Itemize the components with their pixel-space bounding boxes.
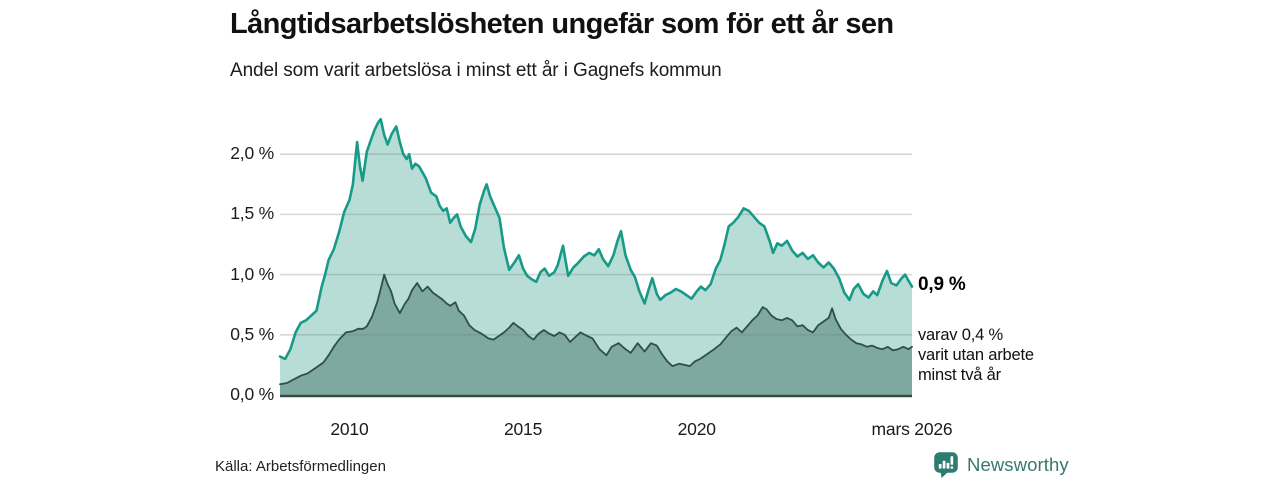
y-axis-tick-label: 2,0 %: [230, 143, 274, 164]
chart-subtitle: Andel som varit arbetslösa i minst ett å…: [230, 60, 722, 81]
newsworthy-logo-text: Newsworthy: [967, 454, 1069, 475]
latest-value-annotation: 0,9 %: [918, 274, 966, 295]
newsworthy-logo-icon: [934, 452, 958, 478]
page-title: Långtidsarbetslösheten ungefär som för e…: [230, 8, 894, 40]
series-fill-1: [280, 274, 912, 395]
x-axis-tick-label: mars 2026: [871, 419, 953, 439]
source-note: Källa: Arbetsförmedlingen: [215, 458, 386, 475]
series-line-1: [279, 273, 913, 386]
secondary-annotation: varav 0,4 % varit utan arbete minst två …: [918, 326, 1034, 385]
y-axis-tick-label: 0,5 %: [230, 323, 274, 344]
x-axis-tick-label: 2015: [503, 419, 543, 439]
x-axis-tick-label: 2020: [677, 419, 716, 439]
series-line-0: [278, 117, 914, 361]
y-axis-tick-label: 1,5 %: [230, 203, 274, 224]
y-axis-tick-label: 1,0 %: [230, 263, 274, 284]
x-axis-tick-label: 2010: [330, 419, 369, 439]
y-axis-tick-label: 0,0 %: [230, 384, 274, 404]
newsworthy-logo: Newsworthy: [933, 450, 1069, 480]
